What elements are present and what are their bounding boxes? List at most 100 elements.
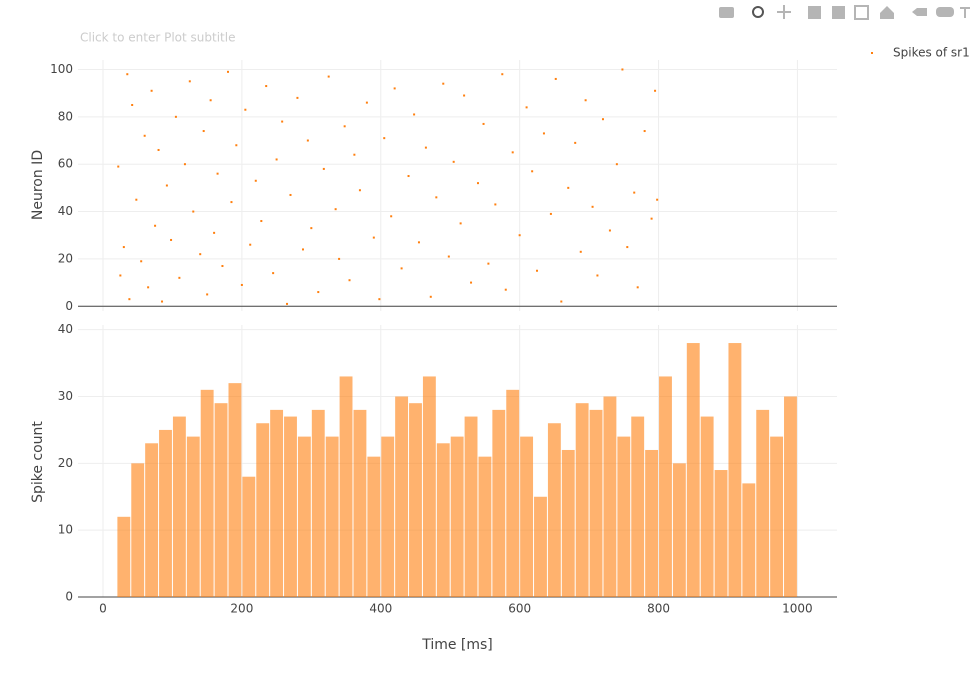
- spike-marker: [452, 160, 455, 163]
- spike-marker: [188, 80, 191, 83]
- spike-marker: [221, 265, 224, 268]
- y-tick-label: 60: [58, 157, 73, 171]
- legend-label: Spikes of sr1: [893, 46, 970, 60]
- spike-marker: [549, 212, 552, 215]
- zoom-out-icon[interactable]: [832, 6, 845, 19]
- hover-icon[interactable]: [936, 7, 954, 17]
- autoscale-icon[interactable]: [854, 5, 869, 20]
- bar: [256, 423, 270, 597]
- x-tick-label: 1000: [782, 602, 813, 616]
- spike-marker: [322, 167, 325, 170]
- spike-marker: [286, 302, 289, 305]
- bar: [464, 416, 478, 597]
- spike-marker: [174, 115, 177, 118]
- y-tick-label: 10: [58, 523, 73, 537]
- spike-marker: [157, 148, 160, 151]
- spike-marker: [542, 132, 545, 135]
- spike-marker: [143, 134, 146, 137]
- bar: [367, 456, 381, 597]
- y-tick-label: 20: [58, 456, 73, 470]
- spike-marker: [296, 96, 299, 99]
- bar: [311, 409, 325, 597]
- spike-marker: [272, 272, 275, 275]
- spike-marker: [447, 255, 450, 258]
- bar: [728, 343, 742, 597]
- spike-marker: [643, 130, 646, 133]
- spike-marker: [383, 137, 386, 140]
- zoom-in-icon[interactable]: [808, 6, 821, 19]
- spike-marker: [654, 89, 657, 92]
- spike-marker: [131, 103, 134, 106]
- bar: [770, 436, 784, 597]
- spike-marker: [117, 165, 120, 168]
- spike-marker: [459, 222, 462, 225]
- bar: [242, 476, 256, 597]
- spike-marker: [482, 122, 485, 125]
- spike-marker: [584, 99, 587, 102]
- spike-marker: [626, 246, 629, 249]
- spike-marker: [275, 158, 278, 161]
- bar: [325, 436, 339, 597]
- bar: [617, 436, 631, 597]
- bar: [422, 376, 436, 597]
- spike-marker: [147, 286, 150, 289]
- spike-marker: [240, 283, 243, 286]
- spike-marker: [531, 170, 534, 173]
- spike-marker: [161, 300, 164, 303]
- x-tick-label: 200: [230, 602, 253, 616]
- spike-marker: [343, 125, 346, 128]
- spike-marker: [601, 118, 604, 121]
- y-tick-label: 30: [58, 389, 73, 403]
- spike-marker: [183, 163, 186, 166]
- x-tick-label: 0: [99, 602, 107, 616]
- bar: [172, 416, 186, 597]
- spike-marker: [378, 298, 381, 301]
- bar: [131, 463, 145, 597]
- spike-marker: [656, 198, 659, 201]
- spike-marker: [154, 224, 157, 227]
- y-tick-label: 20: [58, 251, 73, 265]
- spike-marker: [518, 234, 521, 237]
- bar: [436, 443, 450, 597]
- spike-marker: [487, 262, 490, 265]
- spike-marker: [165, 184, 168, 187]
- spike-marker: [216, 172, 219, 175]
- spike-marker: [170, 238, 173, 241]
- spike-marker: [353, 153, 356, 156]
- x-tick-label: 800: [647, 602, 670, 616]
- spike-marker: [150, 89, 153, 92]
- y-tick-label: 40: [58, 204, 73, 218]
- bar: [506, 389, 520, 597]
- y-tick-label: 40: [58, 322, 73, 336]
- y-axis-title: Spike count: [30, 421, 46, 503]
- pan-icon[interactable]: [777, 5, 791, 19]
- zoom-icon[interactable]: [752, 6, 764, 18]
- compare-icon[interactable]: [960, 7, 970, 18]
- bar: [714, 470, 728, 597]
- modebar[interactable]: [719, 5, 970, 20]
- subtitle: Click to enter Plot subtitle: [80, 31, 235, 45]
- spike-marker: [230, 201, 233, 204]
- bar: [756, 409, 770, 597]
- x-axis-title: Time [ms]: [421, 637, 493, 653]
- spike-marker: [494, 203, 497, 206]
- bar: [214, 403, 228, 597]
- spike-marker: [358, 189, 361, 192]
- spike-marker: [476, 182, 479, 185]
- spike-marker: [206, 293, 209, 296]
- spike-marker: [615, 163, 618, 166]
- spike-marker: [126, 73, 129, 76]
- spike-icon[interactable]: [912, 8, 927, 16]
- y-tick-label: 0: [65, 299, 73, 313]
- spike-marker: [135, 198, 138, 201]
- spike-marker: [122, 246, 125, 249]
- spike-marker: [567, 186, 570, 189]
- reset-icon[interactable]: [880, 6, 894, 19]
- spike-marker: [128, 298, 131, 301]
- camera-icon[interactable]: [719, 7, 734, 18]
- spike-marker: [470, 281, 473, 284]
- spike-marker: [417, 241, 420, 244]
- spike-marker: [301, 248, 304, 251]
- spike-marker: [202, 130, 205, 133]
- bar: [409, 403, 422, 597]
